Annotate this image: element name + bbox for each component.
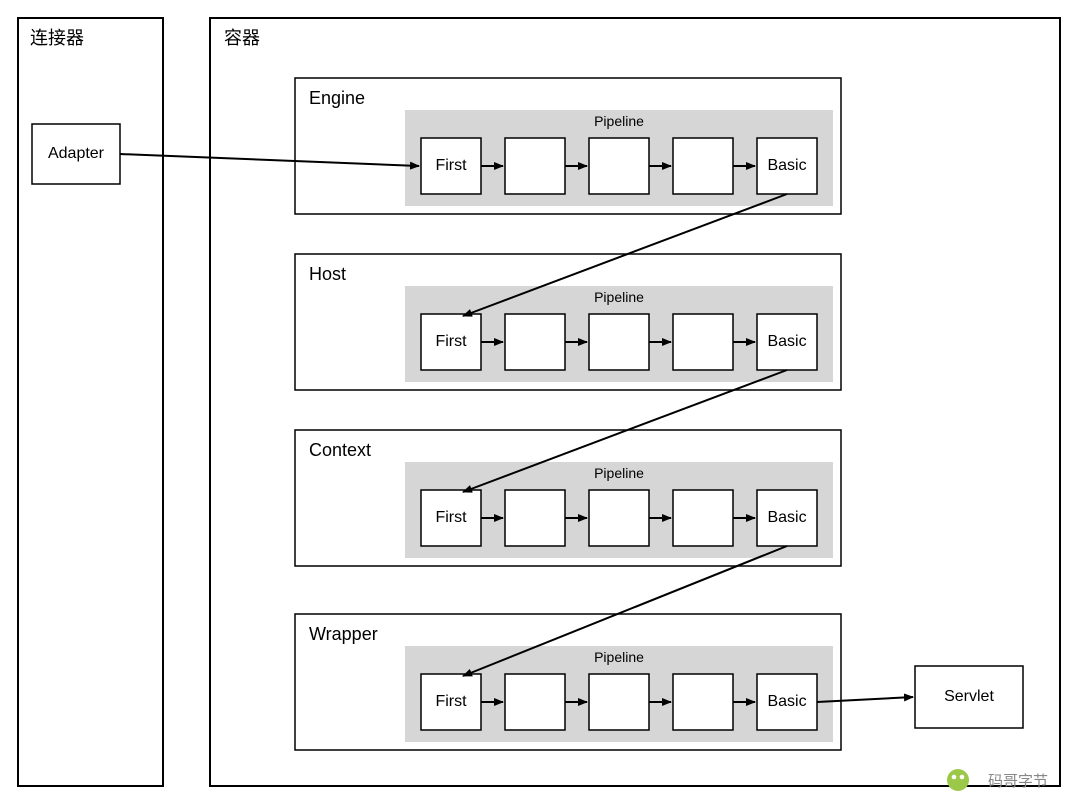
context-valve-3	[673, 490, 733, 546]
context-label: Context	[309, 440, 371, 460]
host-basic-label: Basic	[767, 333, 806, 350]
host-valve-2	[589, 314, 649, 370]
context-basic-label: Basic	[767, 509, 806, 526]
engine-first-label: First	[435, 157, 467, 174]
watermark-text: 码哥字节	[988, 773, 1048, 790]
host-pipeline-label: Pipeline	[594, 289, 644, 305]
wrapper-first-label: First	[435, 693, 467, 710]
context-first-label: First	[435, 509, 467, 526]
connector-label: 连接器	[30, 28, 84, 48]
context-pipeline-label: Pipeline	[594, 465, 644, 481]
watermark-icon	[947, 769, 969, 791]
servlet-label: Servlet	[944, 688, 994, 705]
engine-pipeline-label: Pipeline	[594, 113, 644, 129]
context-valve-2	[589, 490, 649, 546]
wrapper-valve-2	[589, 674, 649, 730]
wrapper-label: Wrapper	[309, 624, 378, 644]
host-label: Host	[309, 264, 346, 284]
pipeline-diagram: 连接器 容器 Adapter Servlet Engine Pipeline First Ba…	[0, 0, 1080, 808]
wrapper-basic-label: Basic	[767, 693, 806, 710]
host-valve-3	[673, 314, 733, 370]
watermark-icon-eye-l	[952, 775, 957, 780]
wrapper-valve-3	[673, 674, 733, 730]
engine-valve-2	[589, 138, 649, 194]
wrapper-valve-1	[505, 674, 565, 730]
container-label: 容器	[224, 28, 260, 48]
host-valve-1	[505, 314, 565, 370]
adapter-label: Adapter	[48, 145, 105, 162]
engine-basic-label: Basic	[767, 157, 806, 174]
engine-valve-3	[673, 138, 733, 194]
engine-valve-1	[505, 138, 565, 194]
context-valve-1	[505, 490, 565, 546]
watermark-icon-eye-r	[960, 775, 965, 780]
wrapper-pipeline-label: Pipeline	[594, 649, 644, 665]
host-first-label: First	[435, 333, 467, 350]
engine-label: Engine	[309, 88, 365, 108]
